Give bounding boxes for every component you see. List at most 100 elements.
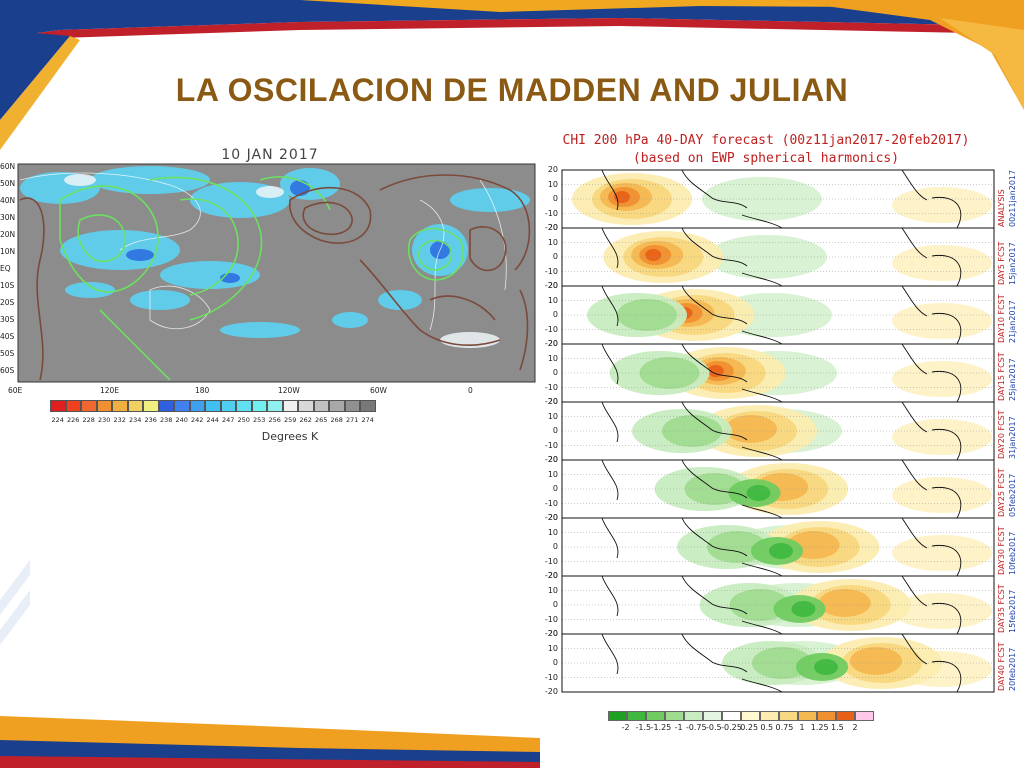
- chi-colorbar: [608, 711, 874, 721]
- colorbar-label: 259: [284, 416, 297, 424]
- colorbar-label: 238: [160, 416, 173, 424]
- y-tick-label: 20: [547, 281, 558, 290]
- y-tick-label: 10: [547, 353, 558, 363]
- panel-kind-label: DAY5 FCST: [997, 241, 1006, 285]
- y-tick-label: 0: [552, 658, 558, 667]
- colorbar-label: 228: [82, 416, 95, 424]
- colorbar-label: 1.25: [810, 723, 829, 732]
- y-tick-label: 20: [547, 339, 558, 348]
- lon-label: 0: [468, 386, 473, 395]
- y-tick-label: 0: [552, 426, 558, 435]
- forecast-panel: [561, 343, 995, 403]
- panel-kind-label: DAY20 FCST: [997, 410, 1006, 459]
- colorbar-label: 268: [330, 416, 343, 424]
- y-tick-label: 0: [552, 194, 558, 203]
- y-tick-label: 20: [547, 513, 558, 522]
- forecast-panel: [561, 575, 995, 635]
- panel-date-label: 00z11jan2017: [1008, 169, 1017, 227]
- forecast-subtitle: (based on EWP spherical harmonics): [632, 151, 900, 166]
- colorbar-label: -1: [674, 723, 683, 732]
- colorbar-swatch: [143, 400, 159, 412]
- map-title: 10 JAN 2017: [221, 147, 319, 163]
- colorbar-swatch: [703, 711, 722, 721]
- panel-kind-label: DAY30 FCST: [997, 526, 1006, 575]
- lat-label: EQ: [0, 264, 11, 273]
- y-tick-label: -20: [544, 571, 558, 580]
- colorbar-label: 262: [299, 416, 312, 424]
- lat-label: 20S: [0, 298, 15, 307]
- colorbar-label: -0.25: [721, 723, 742, 732]
- colorbar-swatch: [646, 711, 665, 721]
- y-tick-label: -20: [544, 513, 558, 522]
- colorbar-label: 1: [799, 723, 805, 732]
- forecast-panel: [561, 517, 995, 577]
- panel-date-label: 15feb2017: [1008, 589, 1017, 633]
- y-tick-label: 10: [547, 643, 558, 653]
- y-tick-label: 20: [547, 397, 558, 406]
- lat-label: 60N: [0, 162, 16, 171]
- y-tick-label: 0: [552, 310, 558, 319]
- y-tick-label: 10: [547, 469, 558, 479]
- lon-label: 120W: [278, 386, 300, 395]
- y-tick-label: -10: [544, 672, 558, 682]
- colorbar-label: 230: [98, 416, 111, 424]
- lon-label: 180: [195, 386, 210, 395]
- forecast-chart-panel: CHI 200 hPa 40-DAY forecast (00z11jan201…: [536, 128, 1024, 732]
- y-tick-label: 20: [547, 455, 558, 464]
- satellite-map-panel: 10 JAN 2017: [0, 140, 540, 450]
- colorbar-swatch: [267, 400, 283, 412]
- lat-label: 10S: [0, 281, 15, 290]
- panel-kind-label: DAY10 FCST: [997, 294, 1006, 343]
- forecast-panels: [561, 169, 995, 693]
- y-tick-label: 0: [552, 542, 558, 551]
- colorbar-swatch: [96, 400, 112, 412]
- y-tick-label: -10: [544, 556, 558, 566]
- colorbar-swatch: [684, 711, 703, 721]
- y-tick-label: -10: [544, 614, 558, 624]
- colorbar-swatch: [329, 400, 345, 412]
- temperature-colorbar: [50, 400, 376, 412]
- colorbar-label: 253: [253, 416, 266, 424]
- panel-kind-label: DAY25 FCST: [997, 468, 1006, 517]
- colorbar-swatch: [665, 711, 684, 721]
- y-tick-label: 0: [552, 600, 558, 609]
- panel-date-label: 10feb2017: [1008, 531, 1017, 575]
- colorbar-swatch: [282, 400, 298, 412]
- colorbar-swatch: [81, 400, 97, 412]
- colorbar-label: 265: [315, 416, 328, 424]
- y-tick-label: 10: [547, 411, 558, 421]
- panel-date-label: 15jan2017: [1008, 242, 1017, 285]
- colorbar-swatch: [298, 400, 314, 412]
- colorbar-label: -1.25: [650, 723, 672, 732]
- colorbar-label: 0.25: [740, 723, 759, 732]
- forecast-panel: [561, 169, 995, 229]
- lat-label: 10N: [0, 247, 16, 256]
- panel-kind-label: DAY35 FCST: [997, 584, 1006, 633]
- colorbar-swatch: [251, 400, 267, 412]
- colorbar-label: 271: [346, 416, 359, 424]
- colorbar-label: 234: [129, 416, 142, 424]
- colorbar-label: 256: [268, 416, 281, 424]
- y-tick-label: 20: [547, 571, 558, 580]
- colorbar-label: 226: [67, 416, 80, 424]
- colorbar-swatch: [112, 400, 128, 412]
- y-tick-label: 20: [547, 223, 558, 232]
- panel-date-label: 05feb2017: [1008, 473, 1017, 517]
- colorbar-swatch: [798, 711, 817, 721]
- colorbar-label: 242: [191, 416, 204, 424]
- colorbar-swatch: [722, 711, 741, 721]
- colorbar-swatch: [608, 711, 627, 721]
- colorbar-label: -2: [621, 723, 630, 732]
- lon-label: 60W: [370, 386, 387, 395]
- lat-label: 20N: [0, 230, 16, 239]
- colorbar-label: 232: [113, 416, 126, 424]
- y-tick-label: 10: [547, 237, 558, 247]
- y-tick-label: -20: [544, 397, 558, 406]
- panel-kind-label: DAY15 FCST: [997, 352, 1006, 401]
- y-tick-label: 0: [552, 252, 558, 261]
- y-tick-label: 20: [547, 629, 558, 638]
- colorbar-swatch: [344, 400, 360, 412]
- forecast-title: CHI 200 hPa 40-DAY forecast (00z11jan201…: [562, 133, 970, 148]
- y-tick-label: 10: [547, 295, 558, 305]
